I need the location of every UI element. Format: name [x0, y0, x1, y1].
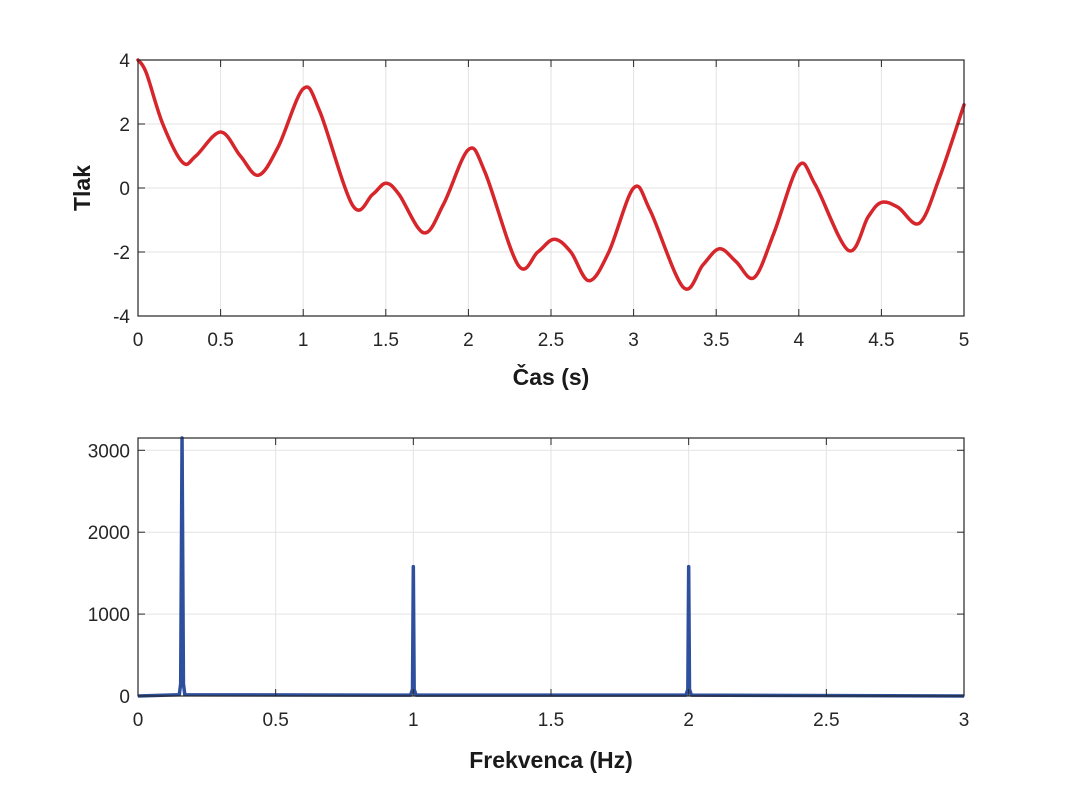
bottom-series	[137, 436, 965, 698]
x-tick-label: 4	[794, 330, 805, 351]
y-tick-label: 3000	[88, 441, 130, 462]
x-tick-label: 3.5	[703, 330, 729, 351]
x-tick-label: 3	[959, 710, 970, 731]
time-domain-chart: 0 0.5 1 1.5 2 2.5 3 3.5 4 4.5 5 -4 -2 0 2 4 Čas (s) Tl…	[69, 51, 969, 390]
x-tick-label: 2	[463, 330, 474, 351]
x-tick-label: 3	[628, 330, 639, 351]
series-line-0	[136, 58, 966, 291]
y-tick-label: 2	[119, 115, 130, 136]
y-tick-label: -2	[113, 243, 130, 264]
top-y-axis-label: Tlak	[69, 165, 95, 211]
y-tick-label: 4	[119, 51, 130, 72]
bottom-gridlines	[137, 438, 965, 697]
y-tick-label: 2000	[88, 523, 130, 544]
x-tick-label: 1.5	[538, 710, 564, 731]
x-tick-label: 0.5	[262, 710, 288, 731]
frequency-domain-chart: 0 0.5 1 1.5 2 2.5 3 0 1000 2000 3000 Frekvenca (H…	[88, 436, 970, 773]
top-gridlines	[137, 59, 965, 317]
top-y-ticks: -4 -2 0 2 4	[113, 51, 964, 328]
x-tick-label: 2.5	[813, 710, 839, 731]
top-x-ticks: 0 0.5 1 1.5 2 2.5 3 3.5 4 4.5 5	[133, 60, 970, 351]
x-tick-label: 2.5	[538, 330, 564, 351]
y-tick-label: 0	[119, 687, 130, 708]
x-tick-label: 1.5	[373, 330, 399, 351]
bottom-x-axis-label: Frekvenca (Hz)	[469, 747, 633, 773]
top-x-axis-label: Čas (s)	[513, 363, 590, 390]
x-tick-label: 1	[298, 330, 309, 351]
y-tick-label: 1000	[88, 605, 130, 626]
top-series	[136, 58, 966, 291]
x-tick-label: 0	[133, 710, 144, 731]
bottom-x-ticks: 0 0.5 1 1.5 2 2.5 3	[133, 438, 970, 731]
y-tick-label: -4	[113, 307, 130, 328]
x-tick-label: 5	[959, 330, 970, 351]
x-tick-label: 2	[683, 710, 694, 731]
x-tick-label: 0.5	[207, 330, 233, 351]
y-tick-label: 0	[119, 179, 130, 200]
bottom-y-ticks: 0 1000 2000 3000	[88, 441, 964, 708]
x-tick-label: 1	[408, 710, 419, 731]
x-tick-label: 0	[133, 330, 144, 351]
x-tick-label: 4.5	[868, 330, 894, 351]
series-line-0	[137, 436, 965, 698]
